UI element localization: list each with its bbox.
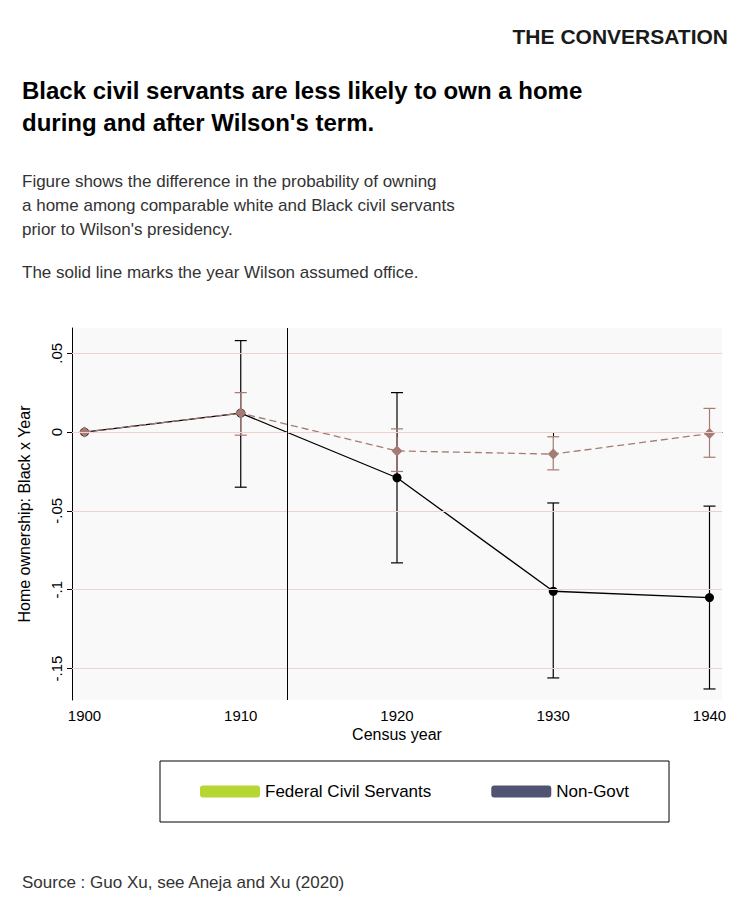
svg-text:.05: .05 [48,343,65,364]
svg-text:0: 0 [48,428,65,436]
svg-text:Figure shows the difference in: Figure shows the difference in the proba… [22,172,437,191]
svg-text:Non-Govt: Non-Govt [556,782,629,801]
svg-text:prior to Wilson's presidency.: prior to Wilson's presidency. [22,220,233,239]
svg-text:1910: 1910 [224,707,257,724]
svg-text:-.15: -.15 [48,656,65,682]
svg-text:1930: 1930 [537,707,570,724]
svg-text:-.05: -.05 [48,498,65,524]
svg-text:1920: 1920 [380,707,413,724]
svg-text:1940: 1940 [693,707,726,724]
svg-text:Source : Guo Xu, see Aneja and: Source : Guo Xu, see Aneja and Xu (2020) [22,873,344,892]
svg-text:Federal Civil Servants: Federal Civil Servants [265,782,431,801]
svg-text:THE CONVERSATION: THE CONVERSATION [513,25,728,48]
svg-text:a home among comparable white: a home among comparable white and Black … [22,196,455,215]
svg-text:Home ownership: Black x Year: Home ownership: Black x Year [16,405,33,623]
svg-text:during and after Wilson's term: during and after Wilson's term. [22,109,374,136]
svg-text:The solid line marks the year: The solid line marks the year Wilson ass… [22,263,419,282]
svg-text:1900: 1900 [68,707,101,724]
svg-text:Census year: Census year [352,726,442,743]
svg-text:Black civil servants are less: Black civil servants are less likely to … [22,77,582,104]
svg-text:-.1: -.1 [48,581,65,599]
